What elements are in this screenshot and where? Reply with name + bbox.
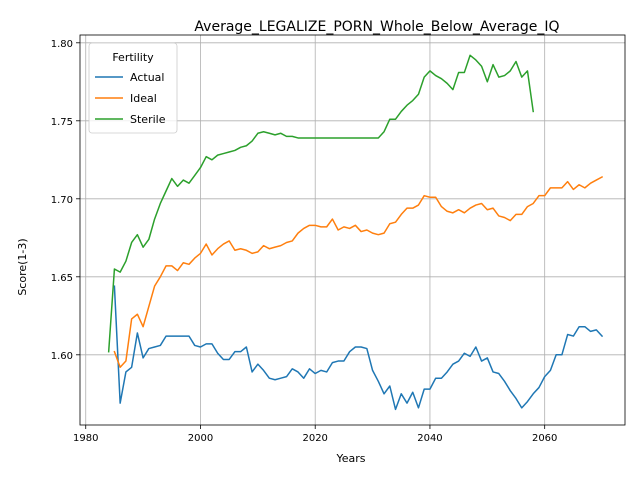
- x-axis-label: Years: [335, 452, 365, 465]
- x-tick-label: 1980: [73, 433, 98, 444]
- legend-title: Fertility: [112, 51, 154, 64]
- series-line-ideal: [113, 175, 604, 369]
- series-lines: [107, 54, 604, 411]
- y-tick-label: 1.75: [51, 117, 73, 128]
- y-tick-label: 1.70: [51, 195, 73, 206]
- y-tick-label: 1.80: [51, 39, 73, 50]
- series-line-sterile: [107, 54, 535, 353]
- legend-box: [88, 42, 178, 134]
- legend-label-actual: Actual: [130, 71, 164, 84]
- axis-ticks: 1980 2000 2020 2040 2060 1.60 1.65 1.70 1.75 1.80: [51, 39, 558, 444]
- x-tick-label: 2020: [302, 433, 327, 444]
- plot-area-frame: [79, 34, 626, 426]
- y-tick-label: 1.60: [51, 351, 73, 362]
- x-tick-label: 2060: [532, 433, 557, 444]
- chart-title: Average_LEGALIZE_PORN_Whole_Below_Averag…: [194, 19, 559, 35]
- series-line-actual: [113, 285, 604, 411]
- legend-label-ideal: Ideal: [130, 92, 157, 105]
- legend-label-sterile: Sterile: [130, 113, 166, 126]
- y-tick-label: 1.65: [51, 273, 73, 284]
- x-tick-label: 2040: [417, 433, 442, 444]
- x-tick-label: 2000: [188, 433, 213, 444]
- y-axis-label: Score(1-3): [16, 238, 29, 295]
- legend: Fertility Actual Ideal Sterile: [88, 42, 178, 134]
